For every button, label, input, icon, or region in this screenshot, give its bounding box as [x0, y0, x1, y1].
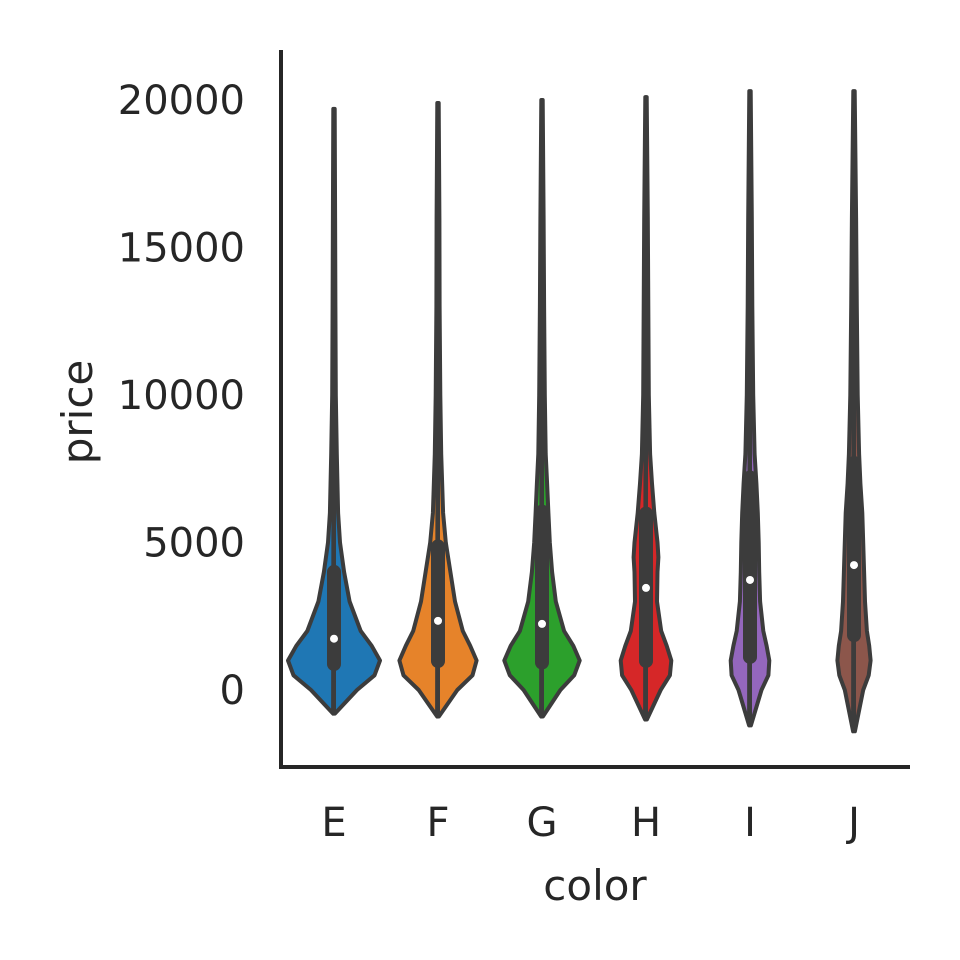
violin-median-dot [746, 575, 754, 584]
x-tick-label: I [744, 800, 756, 846]
violin-H [618, 95, 674, 722]
violin-G [502, 98, 582, 719]
violin-F [397, 100, 479, 719]
violin-E [286, 106, 382, 716]
y-tick-label: 0 [220, 668, 245, 714]
y-axis-label: price [53, 360, 102, 465]
x-tick-label: J [845, 800, 860, 846]
violin-median-dot [642, 583, 650, 592]
x-tick-label: H [631, 800, 661, 846]
x-axis-label: color [543, 861, 647, 910]
x-tick-label: F [426, 800, 449, 846]
y-tick-label: 20000 [118, 78, 245, 124]
x-tick-label: G [527, 800, 558, 846]
violin-median-dot [330, 634, 338, 643]
y-tick-label: 5000 [143, 521, 245, 567]
y-tick-label: 15000 [118, 226, 245, 272]
violin-median-dot [538, 619, 546, 628]
violin-median-dot [434, 616, 442, 625]
y-tick-label: 10000 [118, 373, 245, 419]
violin-median-dot [850, 561, 858, 570]
violin-J [835, 89, 873, 734]
x-tick-label: E [321, 800, 346, 846]
violin-layer [286, 89, 873, 734]
axes-layer [279, 50, 910, 769]
y-tick-labels: 0 5000 10000 15000 20000 [118, 78, 245, 714]
x-tick-labels: E F G H I J [321, 800, 860, 846]
violin-I [728, 89, 772, 728]
